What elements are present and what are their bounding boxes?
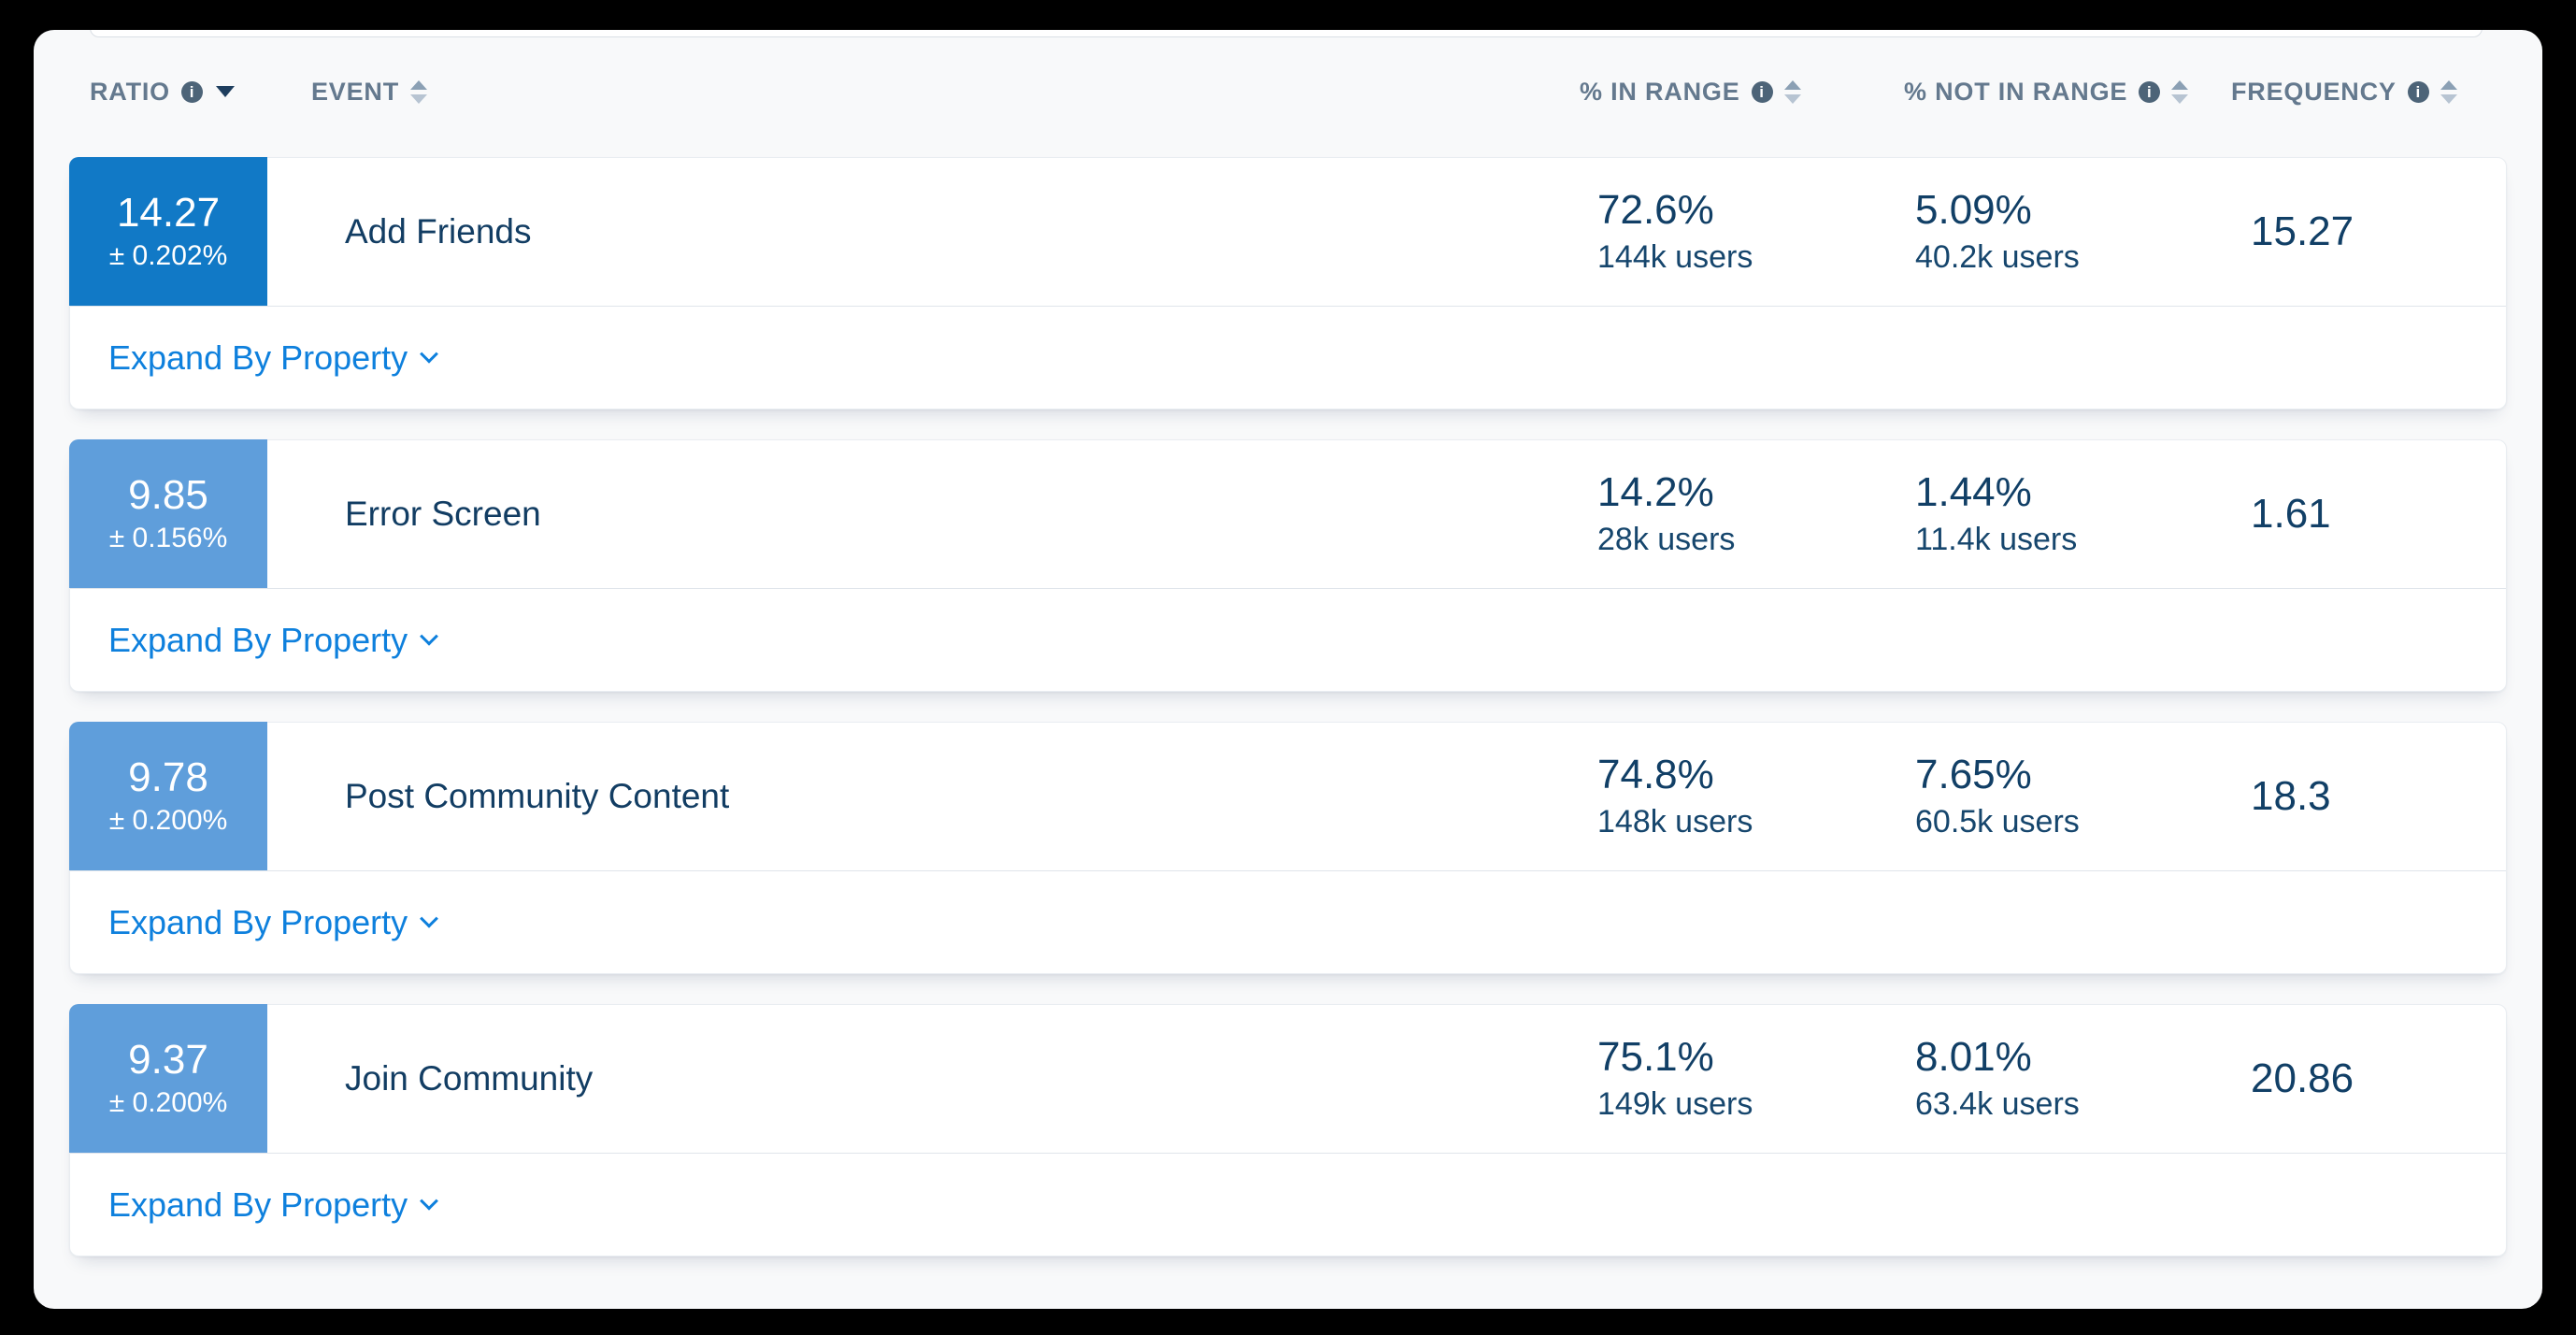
not-in-range-users: 60.5k users [1915,804,2080,840]
column-header-label: FREQUENCY [2231,77,2397,106]
frequency-value: 1.61 [2251,491,2331,537]
table-header: RATIO i EVENT % IN RANGE i % NOT IN RANG… [34,64,2542,120]
not-in-range-percent: 8.01% [1915,1034,2032,1081]
sort-arrows-icon [2440,79,2457,104]
not-in-range-users: 11.4k users [1915,522,2078,558]
ratio-badge: 9.85 ± 0.156% [69,439,267,588]
table-row: 14.27 ± 0.202% Add Friends 72.6% 144k us… [69,157,2507,409]
column-header-label: % IN RANGE [1580,77,1740,106]
chevron-down-icon [420,344,439,364]
info-icon[interactable]: i [1751,80,1773,103]
expand-by-property-button[interactable]: Expand By Property [108,871,439,974]
event-row-list: 14.27 ± 0.202% Add Friends 72.6% 144k us… [69,157,2507,1286]
in-range-cell: 75.1% 149k users [1597,1005,1753,1153]
in-range-users: 28k users [1597,522,1736,558]
ratio-value: 14.27 [116,189,221,236]
column-header-event[interactable]: EVENT [311,64,428,120]
event-name: Add Friends [345,212,532,251]
expand-by-property-button[interactable]: Expand By Property [108,307,439,409]
row-divider [70,870,2506,871]
column-header-not-in-range[interactable]: % NOT IN RANGE i [1904,64,2189,120]
expand-by-property-label: Expand By Property [108,1185,408,1224]
sort-arrows-icon [2171,79,2189,104]
in-range-users: 144k users [1597,239,1753,276]
in-range-users: 148k users [1597,804,1753,840]
info-icon[interactable]: i [2407,80,2429,103]
table-row: 9.37 ± 0.200% Join Community 75.1% 149k … [69,1004,2507,1256]
column-header-frequency[interactable]: FREQUENCY i [2231,64,2457,120]
ratio-value: 9.37 [128,1036,208,1083]
report-panel: RATIO i EVENT % IN RANGE i % NOT IN RANG… [34,30,2542,1309]
not-in-range-percent: 7.65% [1915,752,2032,798]
not-in-range-users: 63.4k users [1915,1086,2080,1123]
in-range-percent: 14.2% [1597,469,1714,516]
ratio-badge: 14.27 ± 0.202% [69,157,267,306]
caret-down-icon [216,86,235,97]
ratio-value: 9.78 [128,754,208,800]
sort-arrows-icon [410,79,428,104]
frequency-value: 20.86 [2251,1055,2354,1101]
column-header-label: EVENT [311,77,400,106]
scrolled-panel-edge [90,30,2483,37]
not-in-range-cell: 8.01% 63.4k users [1915,1005,2080,1153]
not-in-range-users: 40.2k users [1915,239,2080,276]
expand-by-property-label: Expand By Property [108,621,408,659]
chevron-down-icon [420,626,439,646]
ratio-margin-of-error: ± 0.200% [108,805,228,837]
expand-by-property-button[interactable]: Expand By Property [108,589,439,692]
row-divider [70,306,2506,307]
not-in-range-percent: 5.09% [1915,187,2032,234]
ratio-badge: 9.78 ± 0.200% [69,722,267,870]
in-range-percent: 74.8% [1597,752,1714,798]
chevron-down-icon [420,1191,439,1211]
row-divider [70,1153,2506,1154]
event-name: Post Community Content [345,777,730,815]
not-in-range-cell: 1.44% 11.4k users [1915,440,2077,588]
info-icon[interactable]: i [181,80,203,103]
in-range-cell: 72.6% 144k users [1597,158,1753,306]
row-divider [70,588,2506,589]
not-in-range-cell: 7.65% 60.5k users [1915,723,2080,870]
ratio-margin-of-error: ± 0.156% [108,523,228,554]
in-range-percent: 75.1% [1597,1034,1714,1081]
column-header-ratio[interactable]: RATIO i [90,64,235,120]
expand-by-property-label: Expand By Property [108,338,408,377]
in-range-percent: 72.6% [1597,187,1714,234]
column-header-in-range[interactable]: % IN RANGE i [1580,64,1801,120]
table-row: 9.85 ± 0.156% Error Screen 14.2% 28k use… [69,439,2507,692]
chevron-down-icon [420,909,439,928]
frequency-value: 15.27 [2251,208,2354,254]
in-range-users: 149k users [1597,1086,1753,1123]
frequency-value: 18.3 [2251,773,2331,819]
ratio-badge: 9.37 ± 0.200% [69,1004,267,1153]
info-icon[interactable]: i [2139,80,2161,103]
ratio-margin-of-error: ± 0.202% [108,240,228,272]
ratio-margin-of-error: ± 0.200% [108,1087,228,1119]
table-row: 9.78 ± 0.200% Post Community Content 74.… [69,722,2507,974]
in-range-cell: 74.8% 148k users [1597,723,1753,870]
not-in-range-percent: 1.44% [1915,469,2032,516]
expand-by-property-button[interactable]: Expand By Property [108,1154,439,1256]
column-header-label: RATIO [90,77,170,106]
event-name: Error Screen [345,495,541,533]
expand-by-property-label: Expand By Property [108,903,408,941]
event-name: Join Community [345,1059,594,1098]
not-in-range-cell: 5.09% 40.2k users [1915,158,2080,306]
column-header-label: % NOT IN RANGE [1904,77,2128,106]
ratio-value: 9.85 [128,471,208,518]
sort-arrows-icon [1783,79,1801,104]
in-range-cell: 14.2% 28k users [1597,440,1735,588]
